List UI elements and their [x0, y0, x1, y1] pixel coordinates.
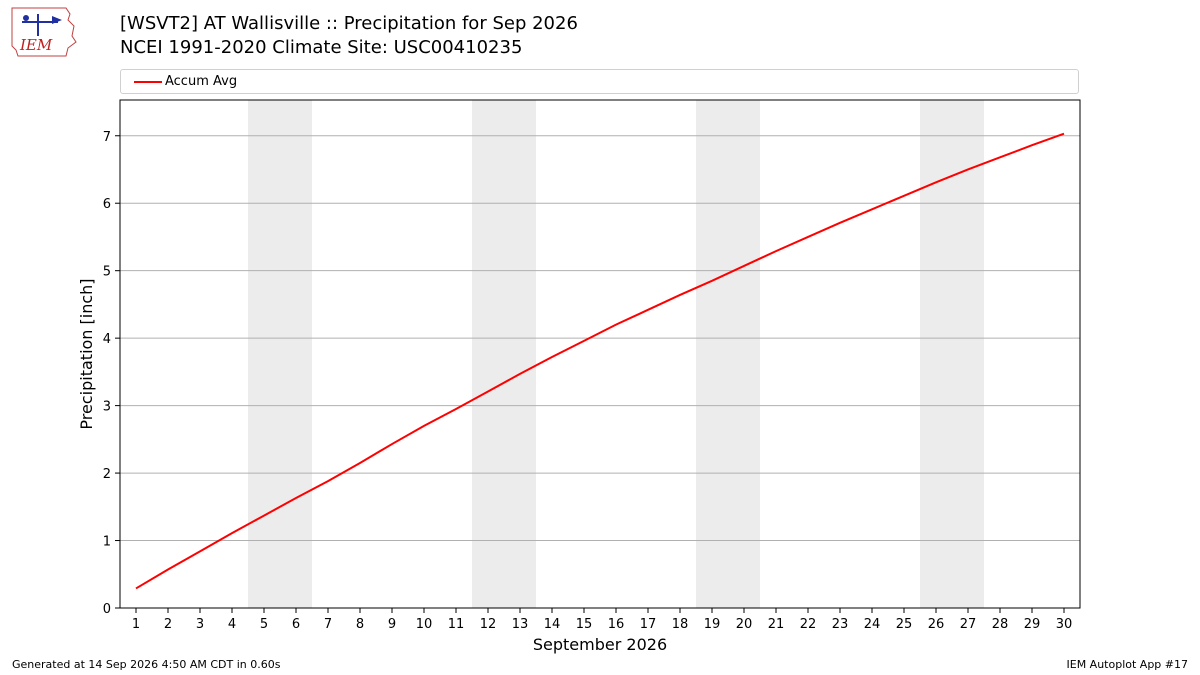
x-tick-label: 2 [164, 617, 172, 632]
x-tick-label: 13 [512, 617, 529, 632]
x-tick-label: 1 [132, 617, 140, 632]
chart-title: [WSVT2] AT Wallisville :: Precipitation … [120, 13, 578, 34]
x-tick-label: 3 [196, 617, 204, 632]
y-tick-label: 2 [103, 467, 111, 482]
weekend-band [472, 100, 536, 608]
legend-swatch-accum-avg [134, 81, 162, 83]
x-tick-label: 10 [416, 617, 433, 632]
y-axis-label: Precipitation [inch] [77, 278, 96, 429]
x-tick-label: 12 [480, 617, 497, 632]
series-line-accum-avg [135, 132, 1065, 590]
x-tick-label: 5 [260, 617, 268, 632]
y-tick-label: 3 [103, 400, 111, 415]
x-tick-label: 26 [928, 617, 945, 632]
x-tick-label: 18 [672, 617, 689, 632]
x-tick-label: 8 [356, 617, 364, 632]
app-credit: IEM Autoplot App #17 [1066, 658, 1189, 671]
y-tick-label: 0 [103, 602, 111, 617]
x-tick-label: 25 [896, 617, 913, 632]
iem-logo: IEM [11, 7, 77, 57]
x-tick-label: 19 [704, 617, 721, 632]
weekend-band [696, 100, 760, 608]
y-tick-label: 5 [103, 265, 111, 280]
x-tick-label: 28 [992, 617, 1009, 632]
x-tick-label: 16 [608, 617, 625, 632]
x-axis-label: September 2026 [533, 635, 667, 654]
x-tick-label: 20 [736, 617, 753, 632]
x-tick-label: 7 [324, 617, 332, 632]
x-tick-label: 15 [576, 617, 593, 632]
x-tick-label: 9 [388, 617, 396, 632]
x-tick-label: 24 [864, 617, 881, 632]
y-tick-label: 1 [103, 535, 111, 550]
chart-subtitle: NCEI 1991-2020 Climate Site: USC00410235 [120, 37, 523, 58]
legend: Accum Avg [120, 69, 1079, 94]
x-tick-label: 23 [832, 617, 849, 632]
x-tick-label: 29 [1024, 617, 1041, 632]
plot-frame [119, 99, 1081, 609]
x-tick-label: 22 [800, 617, 817, 632]
x-tick-label: 30 [1056, 617, 1073, 632]
x-tick-label: 21 [768, 617, 785, 632]
y-tick-label: 6 [103, 197, 111, 212]
y-tick-label: 7 [103, 130, 111, 145]
weekend-band [248, 100, 312, 608]
x-tick-label: 14 [544, 617, 561, 632]
x-tick-label: 4 [228, 617, 236, 632]
x-tick-label: 17 [640, 617, 657, 632]
y-tick-label: 4 [103, 332, 111, 347]
x-tick-label: 27 [960, 617, 977, 632]
generated-note: Generated at 14 Sep 2026 4:50 AM CDT in … [12, 658, 281, 671]
logo-text: IEM [19, 36, 53, 54]
x-tick-label: 11 [448, 617, 465, 632]
legend-label-accum-avg: Accum Avg [165, 74, 238, 89]
x-tick-label: 6 [292, 617, 300, 632]
